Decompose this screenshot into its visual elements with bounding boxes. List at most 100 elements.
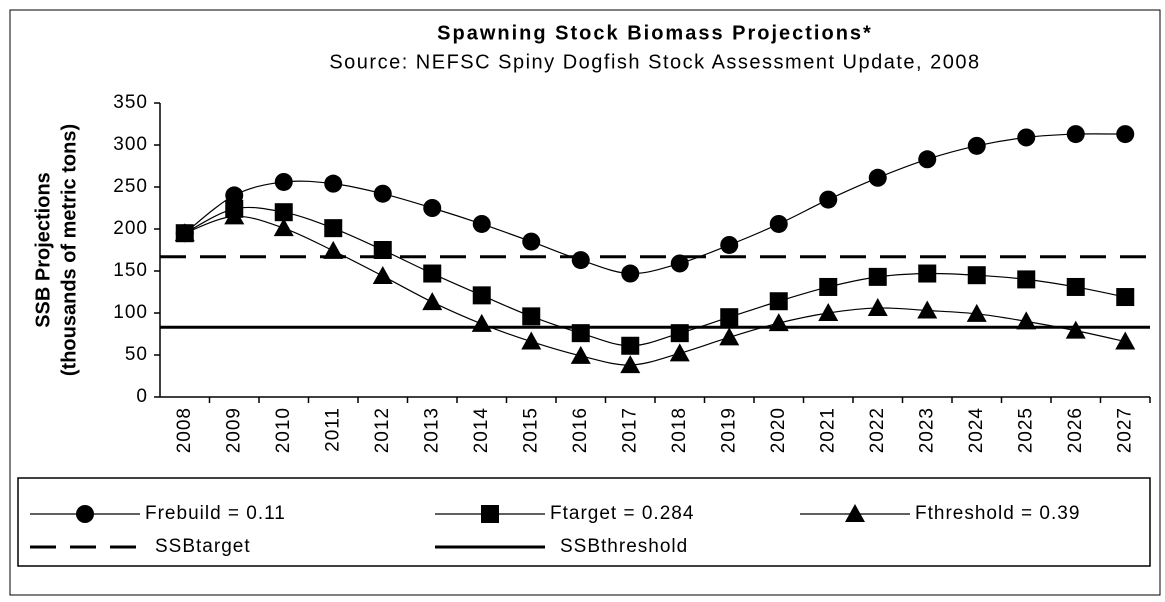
x-tick-label: 2027: [1114, 407, 1135, 453]
data-point: [621, 336, 640, 355]
y-tick-label: 50: [125, 344, 148, 365]
data-point: [472, 286, 491, 305]
data-point: [1017, 270, 1036, 289]
x-tick-label: 2009: [223, 407, 244, 453]
y-tick-label: 0: [136, 386, 148, 407]
data-point: [372, 266, 393, 285]
y-tick-label: 150: [113, 260, 148, 281]
data-point: [620, 355, 641, 374]
legend-label: SSBtarget: [155, 536, 251, 557]
y-tick-label: 300: [113, 134, 148, 155]
data-point: [1116, 288, 1135, 307]
legend-label: Fthreshold = 0.39: [915, 503, 1080, 524]
chart-border: [9, 9, 1161, 596]
data-point: [868, 267, 887, 286]
data-point: [966, 303, 987, 322]
data-point: [274, 203, 293, 222]
legend-label: Frebuild = 0.11: [145, 503, 286, 524]
data-point: [621, 264, 640, 283]
x-tick-label: 2025: [1015, 407, 1036, 453]
x-tick-label: 2019: [718, 407, 739, 453]
data-point: [768, 313, 789, 332]
y-tick-label: 250: [113, 176, 148, 197]
data-point: [967, 136, 986, 155]
data-point: [571, 251, 590, 270]
data-point: [423, 264, 442, 283]
chart-subtitle: Source: NEFSC Spiny Dogfish Stock Assess…: [329, 51, 980, 73]
x-tick-label: 2011: [322, 407, 343, 452]
x-tick-label: 2020: [768, 407, 789, 453]
x-tick-label: 2010: [273, 407, 294, 453]
data-point: [1066, 277, 1085, 296]
x-tick-label: 2016: [570, 407, 591, 453]
data-point: [522, 232, 541, 251]
x-tick-label: 2018: [669, 407, 690, 453]
data-point: [423, 199, 442, 217]
data-point: [174, 223, 195, 242]
data-point: [521, 331, 542, 350]
x-tick-label: 2022: [867, 407, 888, 453]
x-tick-label: 2008: [174, 407, 195, 453]
data-point: [1017, 128, 1036, 147]
data-point: [769, 292, 788, 311]
data-point: [1065, 320, 1086, 339]
legend-label: Ftarget = 0.284: [550, 503, 694, 524]
data-point: [1116, 125, 1135, 144]
data-point: [522, 307, 541, 326]
legend-marker: [845, 504, 865, 522]
data-point: [324, 174, 343, 193]
legend-box: [17, 477, 1151, 567]
data-point: [373, 241, 392, 259]
data-point: [422, 292, 443, 311]
chart-title: Spawning Stock Biomass Projections*: [437, 22, 873, 44]
data-point: [670, 324, 689, 343]
y-axis-label: (thousands of metric tons): [58, 124, 80, 376]
data-point: [867, 297, 888, 316]
x-tick-label: 2015: [520, 407, 541, 453]
data-point: [472, 214, 491, 233]
data-point: [1016, 311, 1037, 330]
data-point: [471, 313, 492, 332]
legend-label: SSBthreshold: [560, 536, 688, 557]
x-tick-label: 2026: [1065, 407, 1086, 453]
y-tick-label: 100: [113, 302, 148, 323]
data-point: [719, 327, 740, 346]
data-point: [868, 168, 887, 187]
y-tick-label: 200: [113, 218, 148, 239]
y-axis-label: SSB Projections: [32, 172, 54, 328]
x-tick-label: 2017: [619, 407, 640, 453]
data-point: [273, 218, 294, 237]
data-point: [819, 277, 838, 296]
data-point: [967, 266, 986, 285]
data-point: [570, 345, 591, 364]
x-tick-label: 2021: [817, 407, 838, 453]
data-point: [324, 219, 343, 238]
data-point: [818, 303, 839, 321]
x-tick-label: 2024: [966, 407, 987, 453]
data-point: [819, 190, 838, 209]
data-point: [918, 264, 937, 283]
data-point: [1115, 331, 1136, 350]
legend-marker: [481, 505, 499, 523]
series-line: [184, 133, 1126, 275]
data-point: [669, 343, 690, 362]
data-point: [373, 184, 392, 203]
legend-marker: [76, 505, 94, 523]
data-point: [571, 324, 590, 343]
data-point: [769, 214, 788, 233]
y-tick-label: 350: [113, 92, 148, 113]
data-point: [670, 254, 689, 273]
data-point: [918, 150, 937, 169]
data-point: [720, 235, 739, 254]
data-point: [917, 300, 938, 319]
series-line: [184, 215, 1126, 366]
x-tick-label: 2023: [916, 407, 937, 453]
data-point: [224, 206, 245, 225]
data-point: [1066, 125, 1085, 144]
x-tick-label: 2014: [471, 407, 492, 453]
data-point: [274, 172, 293, 191]
data-point: [720, 308, 739, 327]
x-tick-label: 2013: [421, 407, 442, 453]
x-tick-label: 2012: [372, 407, 393, 453]
